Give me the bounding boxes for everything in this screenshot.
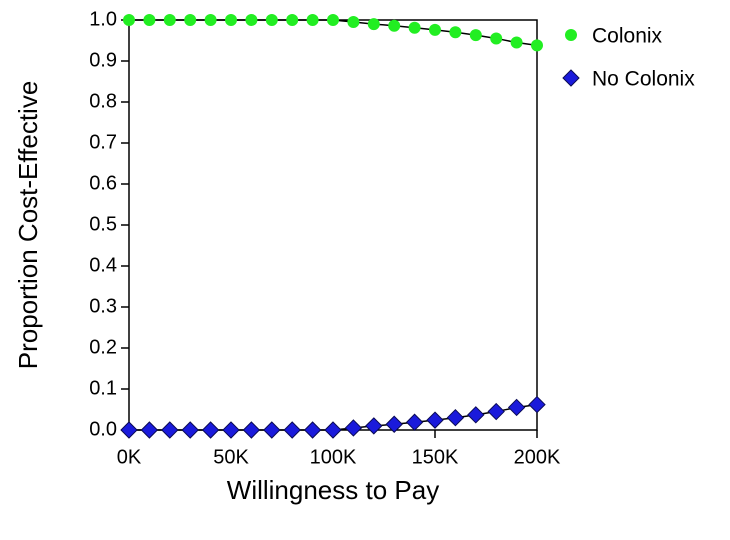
y-tick-label: 0.5 bbox=[89, 213, 117, 235]
data-point bbox=[467, 406, 485, 424]
data-point bbox=[510, 36, 523, 49]
data-point bbox=[347, 16, 360, 29]
y-axis-title: Proportion Cost-Effective bbox=[13, 81, 43, 370]
legend-marker bbox=[562, 69, 580, 87]
data-point bbox=[388, 19, 401, 32]
data-point bbox=[426, 411, 444, 429]
data-point bbox=[303, 421, 322, 439]
data-point bbox=[245, 14, 258, 26]
data-point bbox=[263, 421, 281, 439]
plot-frame bbox=[128, 19, 538, 431]
y-tick-label: 0.6 bbox=[89, 172, 117, 194]
data-point bbox=[204, 14, 217, 26]
data-point bbox=[286, 14, 299, 26]
y-tick-label: 0.1 bbox=[89, 377, 117, 399]
data-point bbox=[446, 408, 465, 427]
data-point bbox=[201, 421, 220, 439]
y-tick-label: 0.2 bbox=[89, 336, 117, 358]
y-tick-label: 1.0 bbox=[89, 8, 117, 30]
data-point bbox=[327, 14, 339, 26]
data-point bbox=[225, 14, 237, 26]
data-point bbox=[487, 402, 505, 421]
data-point bbox=[222, 421, 240, 439]
data-point bbox=[385, 415, 403, 433]
legend-marker bbox=[565, 29, 577, 41]
x-axis-title: Willingness to Pay bbox=[227, 475, 439, 505]
data-point bbox=[469, 29, 482, 42]
legend-label: No Colonix bbox=[592, 68, 695, 91]
y-tick-label: 0.8 bbox=[89, 90, 117, 112]
y-tick-label: 0.7 bbox=[89, 131, 117, 153]
y-tick-label: 0.9 bbox=[89, 49, 117, 71]
data-point bbox=[408, 21, 421, 34]
data-point bbox=[507, 398, 526, 417]
y-tick-label: 0.0 bbox=[89, 418, 117, 440]
data-point bbox=[123, 14, 135, 26]
data-point bbox=[365, 417, 383, 435]
data-point bbox=[140, 421, 159, 439]
data-point bbox=[120, 421, 138, 439]
y-tick-label: 0.3 bbox=[89, 295, 117, 317]
data-point bbox=[449, 26, 462, 39]
data-point bbox=[405, 413, 424, 431]
data-point bbox=[242, 421, 261, 439]
data-point bbox=[184, 14, 197, 26]
data-point bbox=[306, 14, 319, 26]
data-point bbox=[528, 395, 546, 414]
data-point bbox=[531, 39, 543, 52]
data-point bbox=[324, 421, 342, 439]
legend-label: Colonix bbox=[592, 25, 663, 48]
data-point bbox=[163, 14, 176, 26]
x-tick-label: 200K bbox=[514, 446, 561, 468]
x-tick-label: 150K bbox=[412, 446, 459, 468]
data-point bbox=[367, 18, 380, 31]
x-tick-label: 100K bbox=[310, 446, 357, 468]
data-point bbox=[490, 32, 503, 45]
data-point bbox=[283, 421, 301, 439]
x-tick-label: 0K bbox=[117, 446, 142, 468]
x-tick-label: 50K bbox=[213, 446, 249, 468]
y-tick-label: 0.4 bbox=[89, 254, 117, 276]
data-point bbox=[161, 421, 179, 439]
data-point bbox=[344, 419, 363, 437]
data-point bbox=[265, 14, 278, 26]
data-point bbox=[429, 23, 441, 36]
data-point bbox=[181, 421, 199, 439]
data-point bbox=[143, 14, 156, 26]
